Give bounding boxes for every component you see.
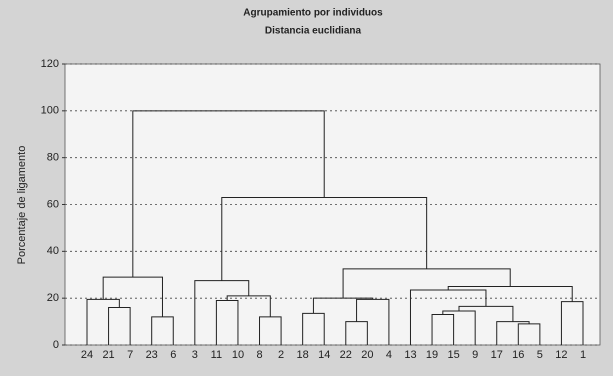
leaf-label: 12 bbox=[555, 349, 567, 361]
leaf-label: 11 bbox=[211, 349, 222, 361]
chart-subtitle: Distancia euclidiana bbox=[265, 26, 362, 37]
leaf-label: 23 bbox=[146, 349, 158, 361]
leaf-label: 19 bbox=[426, 349, 438, 361]
leaf-label: 9 bbox=[472, 349, 478, 361]
leaf-label: 7 bbox=[127, 349, 133, 361]
leaf-label: 5 bbox=[537, 349, 543, 361]
leaf-label: 6 bbox=[170, 349, 176, 361]
leaf-label: 20 bbox=[361, 349, 373, 361]
y-tick-label: 60 bbox=[47, 198, 59, 210]
y-tick-label: 40 bbox=[47, 245, 59, 257]
dendrogram-link bbox=[132, 110, 325, 278]
leaf-label: 8 bbox=[256, 349, 262, 361]
y-tick-label: 0 bbox=[53, 339, 59, 351]
y-axis-label: Porcentaje de ligamento bbox=[16, 146, 28, 265]
leaf-label: 4 bbox=[386, 349, 392, 361]
y-tick-label: 120 bbox=[41, 58, 59, 70]
leaf-label: 22 bbox=[340, 349, 352, 361]
dendrogram-link bbox=[342, 268, 511, 299]
y-tick-label: 100 bbox=[41, 105, 59, 117]
leaf-label: 24 bbox=[81, 349, 93, 361]
leaf-label: 2 bbox=[278, 349, 284, 361]
leaf-label: 14 bbox=[318, 349, 330, 361]
dendrogram-link bbox=[442, 310, 476, 345]
leaf-label: 21 bbox=[102, 349, 114, 361]
dendrogram-link bbox=[302, 312, 325, 345]
leaf-label: 17 bbox=[491, 349, 503, 361]
dendrogram-link bbox=[102, 276, 163, 317]
leaf-label: 1 bbox=[580, 349, 586, 361]
chart-title: Agrupamiento por individuos bbox=[243, 8, 383, 19]
leaf-label: 13 bbox=[404, 349, 416, 361]
leaf-label: 16 bbox=[512, 349, 524, 361]
leaf-label: 15 bbox=[447, 349, 459, 361]
dendrogram-link bbox=[409, 289, 487, 345]
y-tick-label: 80 bbox=[47, 152, 59, 164]
y-tick-label: 20 bbox=[47, 292, 59, 304]
leaf-label: 18 bbox=[297, 349, 309, 361]
leaf-label: 10 bbox=[232, 349, 244, 361]
leaf-label: 3 bbox=[192, 349, 198, 361]
dendrogram-link bbox=[312, 297, 374, 314]
